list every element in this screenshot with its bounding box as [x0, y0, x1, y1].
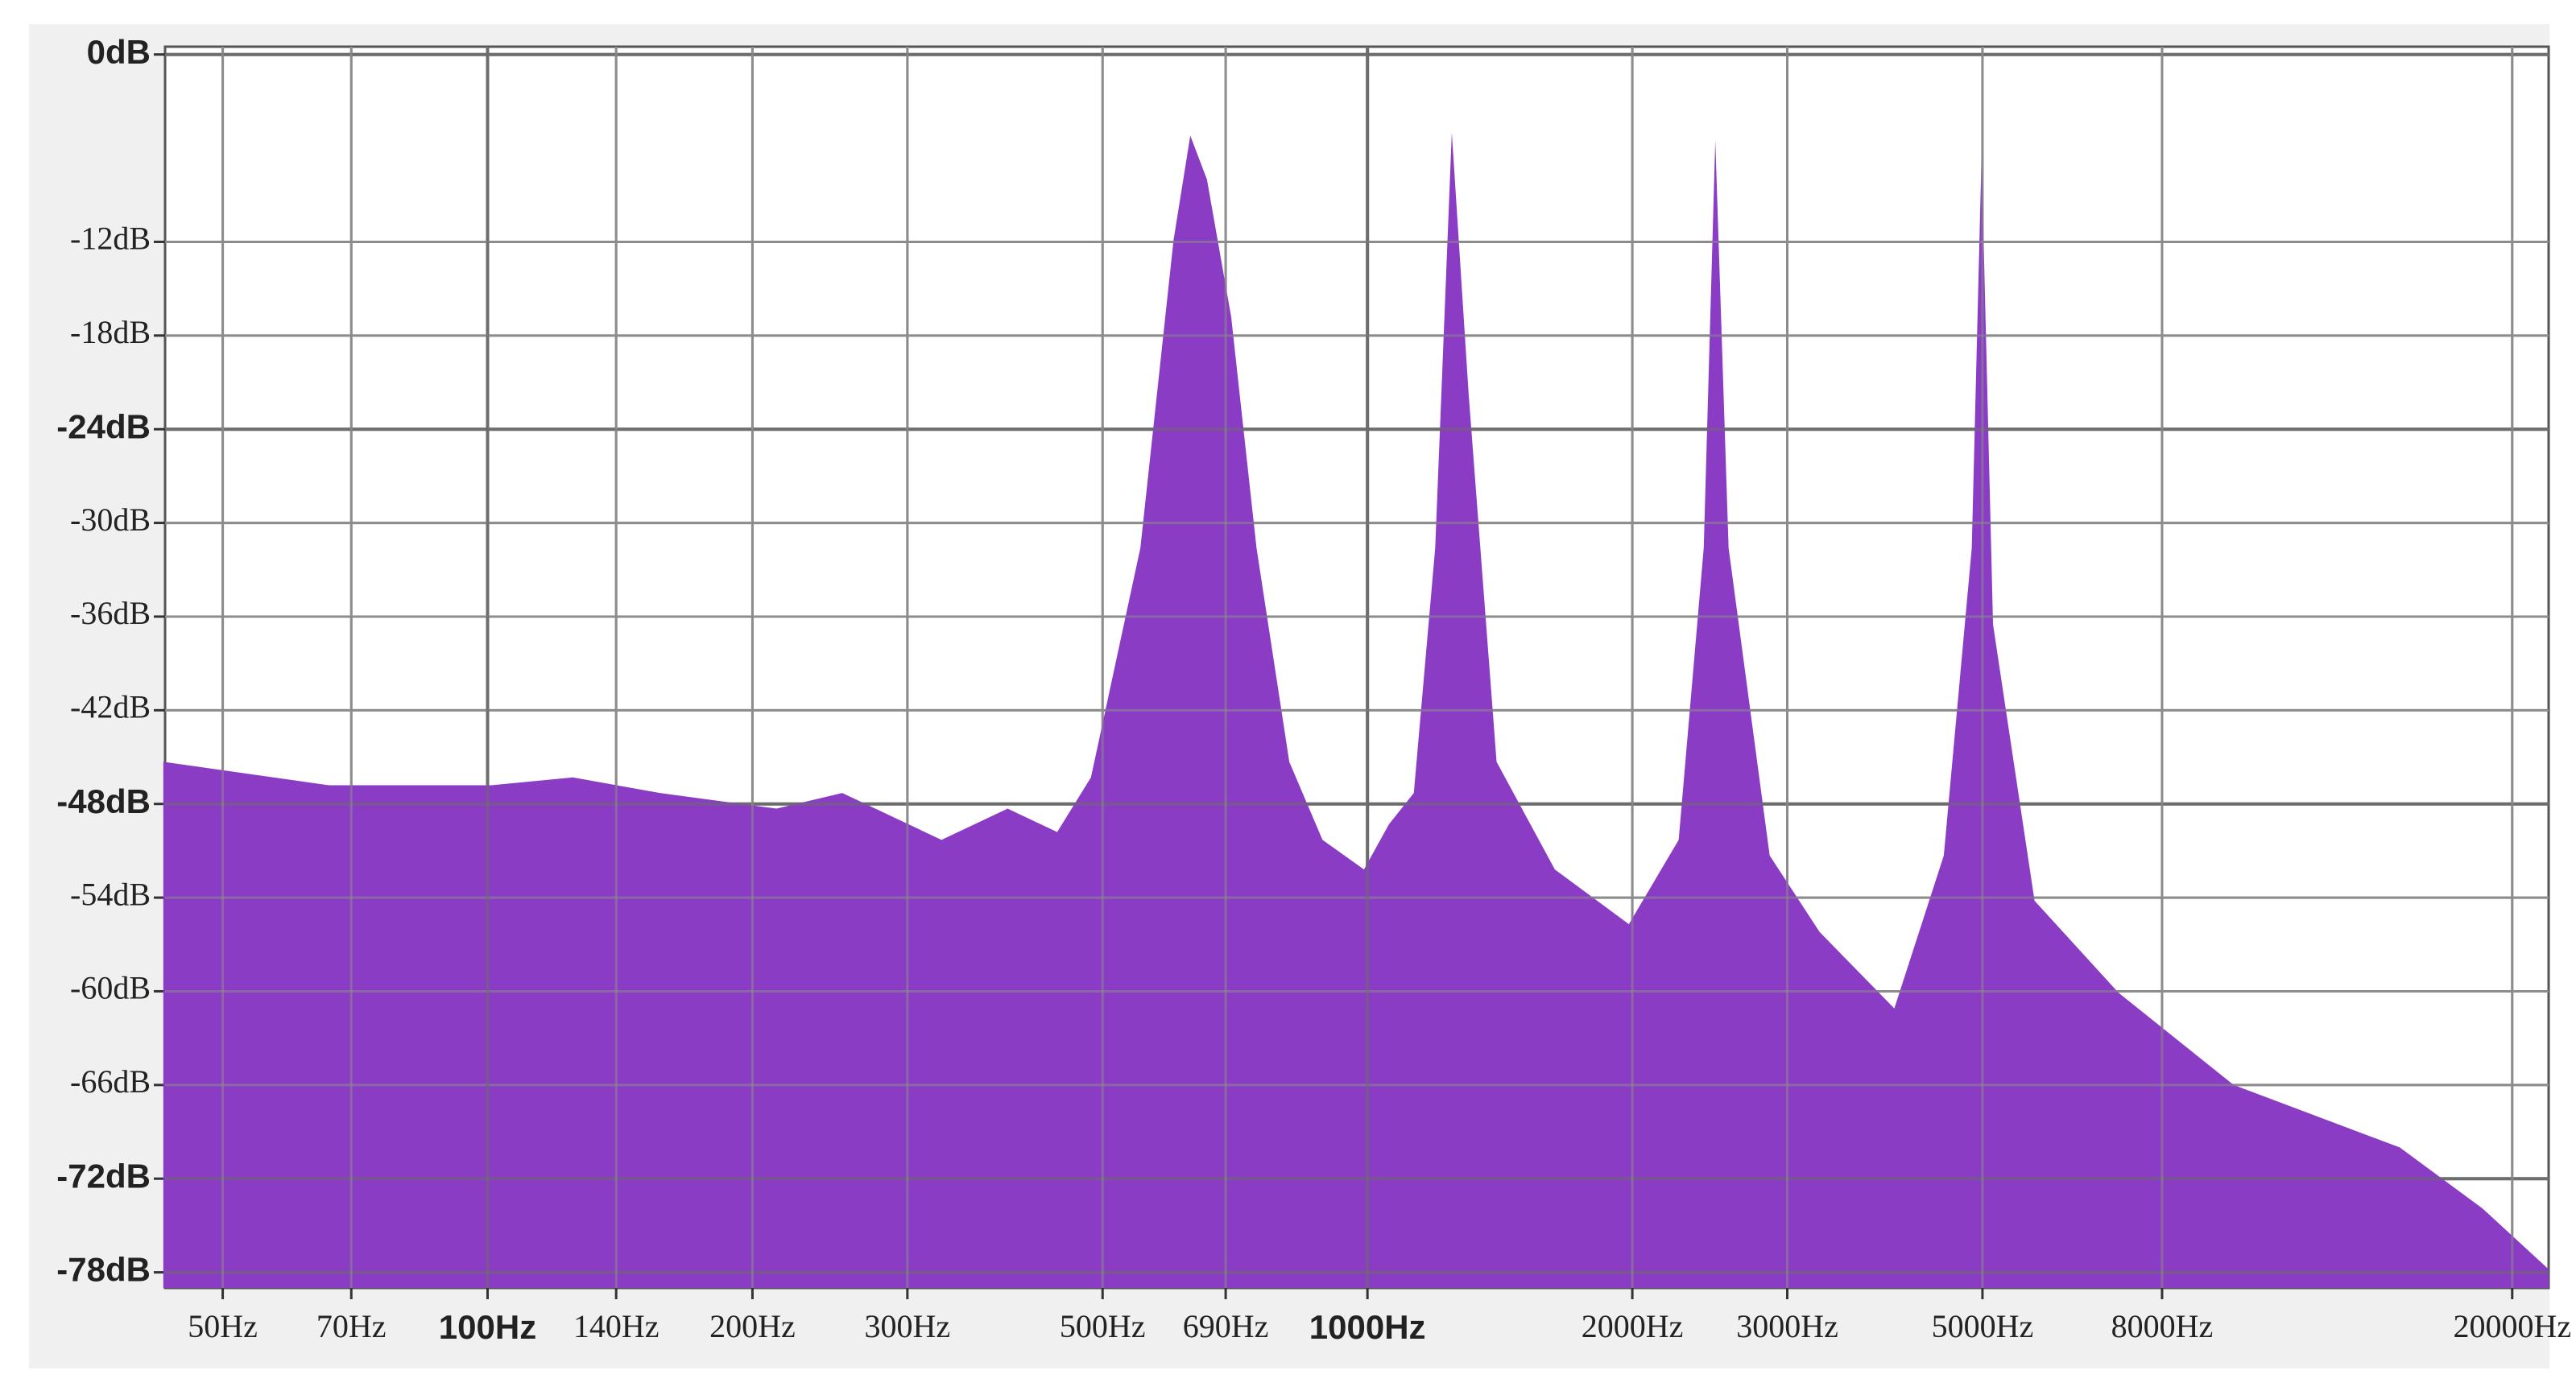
y-tick-label: -72dB	[56, 1157, 151, 1195]
y-tick-label: 0dB	[87, 33, 151, 71]
labels: 0dB -12dB -18dB -24dB -30dB -36dB -42dB -48dB -5…	[56, 33, 2571, 1346]
spectrum-area	[163, 132, 2549, 1289]
x-tick-label: 500Hz	[1060, 1308, 1146, 1344]
marks	[163, 47, 2549, 1289]
x-tick-label: 2000Hz	[1582, 1308, 1684, 1344]
x-tick-label: 100Hz	[439, 1308, 536, 1346]
y-tick-label: -36dB	[70, 595, 151, 631]
x-tick-label: 200Hz	[709, 1308, 796, 1344]
x-tick-label: 690Hz	[1183, 1308, 1269, 1344]
y-tick-label: -12dB	[70, 221, 151, 257]
x-tick-label: 3000Hz	[1736, 1308, 1838, 1344]
x-tick-label: 5000Hz	[1932, 1308, 2034, 1344]
y-tick-label: -24dB	[56, 407, 151, 445]
y-tick-label: -30dB	[70, 502, 151, 538]
x-tick-label: 1000Hz	[1309, 1308, 1426, 1346]
y-tick-label: -66dB	[70, 1063, 151, 1100]
y-tick-label: -18dB	[70, 314, 151, 350]
y-tick-label: -42dB	[70, 689, 151, 725]
x-tick-label: 140Hz	[573, 1308, 660, 1344]
x-tick-label: 20000Hz	[2453, 1308, 2571, 1344]
y-tick-label: -48dB	[56, 782, 151, 820]
x-tick-label: 50Hz	[188, 1308, 258, 1344]
x-tick-label: 70Hz	[316, 1308, 387, 1344]
x-tick-label: 300Hz	[865, 1308, 951, 1344]
y-tick-label: -54dB	[70, 876, 151, 912]
x-tick-label: 8000Hz	[2111, 1308, 2214, 1344]
y-tick-label: -60dB	[70, 970, 151, 1006]
y-tick-label: -78dB	[56, 1251, 151, 1289]
